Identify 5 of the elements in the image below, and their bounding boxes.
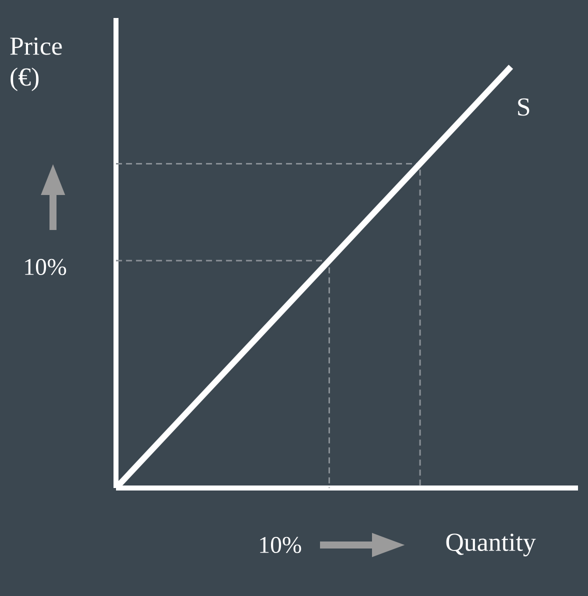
text: 10%: [260, 536, 302, 554]
annotation: 10%: [25, 258, 66, 276]
series-label: S: [518, 98, 530, 116]
y-axis-title: Price (€): [10, 38, 62, 92]
x-axis-title: Quantity: [446, 534, 536, 556]
